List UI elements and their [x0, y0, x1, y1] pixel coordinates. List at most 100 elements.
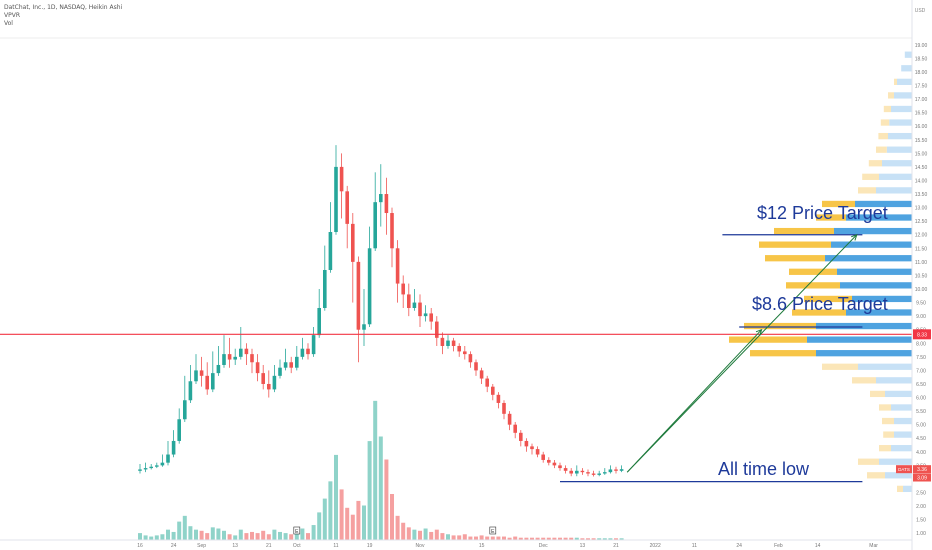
price-tick-label: 5.50	[916, 409, 926, 415]
volume-bar	[278, 531, 282, 540]
target-86-label[interactable]: $8.6 Price Target	[752, 294, 888, 314]
symbol-tag	[896, 465, 912, 474]
volume-bar	[451, 535, 456, 540]
candle-body	[603, 472, 607, 474]
candle-body	[547, 459, 551, 463]
volume-bar	[462, 534, 467, 540]
candle-body	[586, 472, 590, 474]
volume-bar	[446, 534, 450, 540]
volume-bar	[233, 535, 238, 540]
vpvr-up-bar	[744, 322, 816, 330]
volume-bar	[138, 533, 142, 540]
candle-body	[233, 356, 237, 360]
candle-body	[614, 469, 618, 471]
time-tick-label: Mar	[869, 543, 878, 549]
time-tick-label: Feb	[774, 543, 783, 549]
price-tick-label: 4.50	[916, 436, 926, 442]
vpvr-up-bar	[858, 187, 876, 194]
vpvr-up-bar	[897, 485, 903, 493]
vpvr-up-bar	[822, 363, 858, 370]
price-tick-label: 6.50	[916, 382, 926, 388]
vpvr-down-bar	[852, 295, 912, 303]
candle-body	[278, 367, 282, 376]
candle-body	[216, 364, 221, 374]
price-tick-label: 9.00	[916, 314, 926, 320]
candle-body	[395, 248, 400, 284]
vpvr-down-bar	[894, 417, 912, 425]
volume-bar	[401, 522, 406, 540]
price-axis: USD1.001.502.002.503.003.504.004.505.005…	[896, 0, 932, 550]
volume-bar	[166, 529, 170, 540]
candle-body	[401, 283, 405, 295]
vpvr-down-bar	[825, 255, 912, 262]
volume-bar	[244, 533, 249, 540]
price-tick-label: 16.50	[915, 111, 928, 117]
volume-bar	[311, 525, 316, 540]
volume-bar	[199, 530, 204, 540]
vpvr-down-bar	[807, 336, 912, 343]
volume-bar	[513, 536, 518, 540]
vpvr-up-bar	[792, 309, 846, 316]
vpvr-up-bar	[888, 92, 894, 99]
vpvr-up-bar	[867, 472, 885, 479]
vpvr-down-bar	[894, 431, 912, 438]
arrow-to-12-head	[850, 233, 858, 241]
candle-body	[552, 462, 557, 466]
volume-bar	[530, 537, 534, 540]
candle-body	[440, 337, 445, 346]
volume-bar	[524, 537, 529, 540]
volume-bar	[541, 537, 546, 540]
vpvr-down-bar	[888, 132, 912, 140]
vpvr-down-bar	[840, 282, 912, 289]
candle-body	[328, 232, 333, 271]
candle-body	[435, 321, 439, 338]
vpvr-up-bar	[883, 431, 894, 438]
volume-bar	[317, 512, 322, 540]
vpvr-down-bar	[834, 227, 912, 235]
symbol-title: DatChat, Inc., 1D, NASDAQ, Heikin Ashi	[4, 4, 123, 11]
volume-bar	[328, 481, 333, 540]
price-tick-label: 7.00	[916, 368, 926, 374]
time-tick-label: 15	[479, 543, 485, 549]
vpvr-down-bar	[897, 78, 912, 85]
time-tick-label: 21	[266, 543, 272, 549]
candle-body	[569, 470, 573, 474]
candle-body	[222, 354, 226, 365]
volume-bar	[412, 529, 417, 540]
candle-body	[194, 370, 198, 382]
price-tick-label: 16.00	[915, 124, 928, 130]
target-12-label[interactable]: $12 Price Target	[757, 203, 888, 223]
volume-bar	[406, 527, 411, 540]
candle-body	[519, 432, 523, 441]
volume-bar	[238, 529, 243, 540]
time-tick-label: 19	[367, 543, 373, 549]
volume-bar	[614, 538, 618, 540]
vpvr-up-bar	[894, 78, 897, 85]
candle-body	[491, 386, 495, 395]
vpvr-down-bar	[891, 445, 912, 452]
vpvr-down-bar	[831, 241, 912, 248]
candle-body	[255, 362, 260, 374]
candle-body	[356, 261, 361, 330]
time-tick-label: 13	[580, 543, 586, 549]
current-price-label: 8.33	[917, 332, 927, 338]
candle-body	[407, 294, 411, 308]
volume-bar	[535, 537, 540, 540]
vpvr-down-bar	[904, 51, 912, 58]
arrow-to-12	[626, 234, 858, 473]
vpvr-up-bar	[804, 295, 852, 303]
vpvr-down-bar	[855, 200, 912, 208]
price-tick-label: 4.00	[916, 450, 926, 456]
candle-body	[541, 454, 545, 460]
all-time-low-label[interactable]: All time low	[718, 459, 810, 479]
earnings-marker-label: E	[295, 529, 299, 535]
price-tick-label: 10.50	[915, 273, 928, 279]
vpvr-up-bar	[879, 445, 891, 452]
price-tick-label: 11.00	[915, 260, 927, 266]
volume-bar	[591, 538, 596, 540]
candle-body	[351, 223, 355, 262]
volume-bar	[490, 536, 495, 540]
candle-body	[295, 356, 299, 368]
currency-label: USD	[915, 8, 926, 14]
